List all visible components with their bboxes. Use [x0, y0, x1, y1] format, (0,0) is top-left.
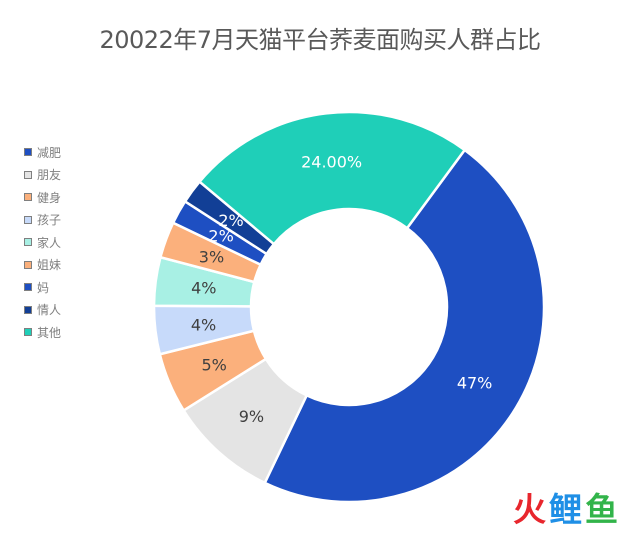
legend-swatch [24, 305, 32, 314]
legend-item: 健身 [24, 186, 134, 209]
legend-swatch [24, 283, 32, 292]
legend-swatch [24, 193, 32, 202]
legend-item: 家人 [24, 231, 134, 254]
data-label: 5% [201, 355, 226, 374]
legend: 减肥 朋友 健身 孩子 家人 姐妹 妈 情人 其他 [24, 141, 134, 344]
legend-item: 朋友 [24, 164, 134, 187]
legend-item: 情人 [24, 299, 134, 322]
legend-item: 减肥 [24, 141, 134, 164]
legend-swatch [24, 238, 32, 247]
legend-swatch [24, 148, 32, 157]
data-label: 24.00% [301, 153, 362, 172]
legend-item: 妈 [24, 276, 134, 299]
data-label: 9% [239, 407, 264, 426]
watermark-char: 鱼 [585, 490, 618, 529]
data-label: 4% [191, 279, 216, 298]
legend-item: 其他 [24, 321, 134, 344]
watermark-char: 鲤 [549, 490, 582, 529]
watermark-char: 火 [513, 490, 546, 529]
legend-label: 孩子 [37, 213, 62, 228]
legend-item: 姐妹 [24, 254, 134, 277]
legend-label: 家人 [37, 235, 62, 250]
data-label: 3% [199, 247, 224, 266]
legend-label: 朋友 [37, 168, 62, 183]
slice-减肥 [263, 148, 546, 504]
watermark-logo: 火 鲤 鱼 [513, 483, 618, 531]
legend-swatch [24, 215, 32, 224]
legend-label: 健身 [37, 190, 62, 205]
legend-swatch [24, 328, 32, 337]
legend-swatch [24, 170, 32, 179]
data-label: 2% [218, 211, 243, 230]
legend-item: 孩子 [24, 209, 134, 232]
legend-label: 妈 [37, 280, 50, 295]
data-label: 4% [191, 315, 216, 334]
legend-label: 情人 [37, 303, 62, 318]
chart-title: 20022年7月天猫平台荞麦面购买人群占比 [99, 26, 541, 54]
legend-label: 其他 [37, 325, 62, 340]
data-label: 47% [457, 373, 493, 392]
data-label: 2% [208, 227, 233, 246]
legend-label: 减肥 [37, 145, 62, 160]
slice-其他 [197, 110, 467, 246]
legend-swatch [24, 260, 32, 269]
legend-label: 姐妹 [37, 258, 62, 273]
